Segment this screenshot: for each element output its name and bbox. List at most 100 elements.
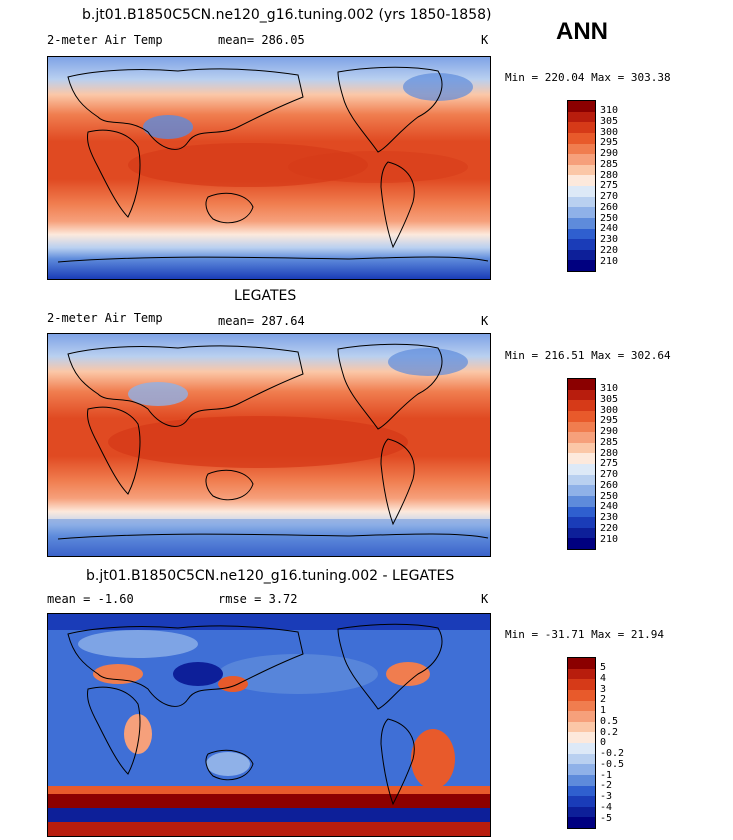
panel3-min-label: Min = [505,628,539,641]
panel1-colorbar [567,100,596,272]
panel1-tick: 305 [600,116,619,127]
panel2-colorbar-bin [568,464,595,475]
panel3-colorbar-bin [568,796,595,807]
panel2-max-value: 302.64 [630,349,671,362]
panel3-tick: -1 [600,770,613,781]
panel1-colorbar-bin [568,228,595,240]
panel3-min-value: -31.71 [544,628,585,641]
panel3-units: K [481,592,489,606]
panel1-colorbar-bin [568,186,595,197]
panel1-tick: 230 [600,234,619,245]
panel2-tick: 270 [600,469,619,480]
panel3-colorbar-bin [568,774,595,786]
panel2-tick: 250 [600,491,619,502]
panel1-colorbar-bin [568,132,595,144]
panel2-map-field [48,334,490,556]
panel3-colorbar-bin [568,785,595,797]
panel2-colorbar-bin [568,453,595,464]
panel1-mean-label: mean= [218,33,255,47]
panel2-tick: 275 [600,458,619,469]
panel2-tick: 260 [600,480,619,491]
panel2-colorbar-bin [568,474,595,486]
panel2-max-label: Max = [591,349,625,362]
panel3-tick: 4 [600,673,607,684]
panel3-tick: -0.5 [600,759,625,770]
panel1-colorbar-bin [568,217,595,229]
panel1-tick: 295 [600,137,619,148]
panel3-map-field [48,614,490,836]
panel2-colorbar-bin [568,538,595,549]
panel2-tick: 285 [600,437,619,448]
panel3-tick: 0.5 [600,716,619,727]
panel2-colorbar-bin [568,432,595,443]
panel3-rmse: rmse = 3.72 [218,592,298,606]
panel1-tick: 290 [600,148,619,159]
panel2-colorbar-bin [568,410,595,422]
panel3-colorbar-bin [568,753,595,765]
panel1-colorbar-bin [568,154,595,165]
panel1-tick: 280 [600,170,619,181]
panel2-colorbar-bin [568,485,595,496]
panel3-tick: -5 [600,813,613,824]
panel1-colorbar-bin [568,239,595,250]
panel3-mean: mean = -1.60 [47,592,134,606]
panel2-tick: 230 [600,512,619,523]
panel1-map-field [48,57,490,279]
panel3-tick: 1 [600,705,607,716]
panel3-colorbar-bin [568,700,595,712]
panel3-tick: -4 [600,802,613,813]
panel3-tick: 2 [600,694,607,705]
panel2-colorbar-bin [568,506,595,518]
panel3-colorbar-bin [568,668,595,680]
panel1-tick: 270 [600,191,619,202]
panel2-tick: 240 [600,501,619,512]
panel3-rmse-value: 3.72 [268,592,298,606]
panel1-mean-value: 286.05 [261,33,305,47]
panel2-mean-value: 287.64 [261,314,305,328]
panel2-tick: 220 [600,523,619,534]
panel1-tick: 285 [600,159,619,170]
panel3-colorbar-ticks: 5 4 3 2 1 0.5 0.2 0 -0.2 -0.5 -1 -2 -3 -… [600,657,640,829]
panel1-tick: 300 [600,127,619,138]
panel1-minmax: Min = 220.04 Max = 303.38 [505,71,671,84]
panel3-tick: 5 [600,662,607,673]
panel1-colorbar-bin [568,196,595,208]
panel2-colorbar-bin [568,421,595,433]
panel1-min-value: 220.04 [544,71,585,84]
panel2-mean-label: mean= [218,314,255,328]
panel3-tick: 0.2 [600,727,619,738]
panel2-min-label: Min = [505,349,539,362]
panel1-colorbar-bin [568,122,595,133]
panel2-tick: 290 [600,426,619,437]
panel1-tick: 210 [600,256,619,267]
panel3-tick: -0.2 [600,748,625,759]
panel1-units: K [481,33,489,47]
panel2-minmax: Min = 216.51 Max = 302.64 [505,349,671,362]
panel2-tick: 295 [600,415,619,426]
panel2-map [47,333,491,557]
panel3-colorbar-bin [568,711,595,722]
panel2-colorbar-bin [568,495,595,507]
panel1-colorbar-bin [568,175,595,186]
panel2-colorbar-bin [568,527,595,539]
panel2-colorbar-bin [568,389,595,401]
panel1-title: b.jt01.B1850C5CN.ne120_g16.tuning.002 (y… [82,7,492,23]
panel2-colorbar-bin [568,400,595,411]
panel1-colorbar-bin [568,260,595,271]
panel3-colorbar-bin [568,689,595,701]
panel1-colorbar-bin [568,111,595,123]
panel3-minmax: Min = -31.71 Max = 21.94 [505,628,664,641]
panel2-mean: mean= 287.64 [218,314,305,328]
panel1-mean: mean= 286.05 [218,33,305,47]
panel1-variable: 2-meter Air Temp [47,33,163,47]
panel1-tick: 260 [600,202,619,213]
panel3-map [47,613,491,837]
panel3-colorbar-bin [568,806,595,818]
panel2-tick: 305 [600,394,619,405]
panel1-colorbar-bin [568,249,595,261]
panel3-mean-label: mean = [47,592,91,606]
panel2-variable: 2-meter Air Temp [47,311,163,325]
panel1-tick: 275 [600,180,619,191]
panel3-colorbar-bin [568,679,595,690]
panel3-tick: 3 [600,684,607,695]
